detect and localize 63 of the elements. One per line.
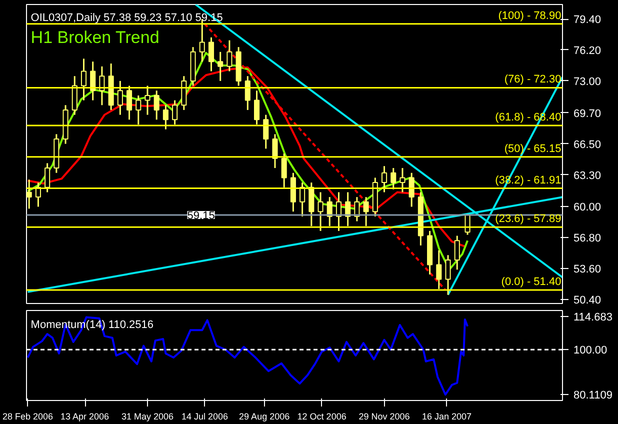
candlestick (454, 235, 460, 270)
y-tick-label: 53.60 (574, 264, 602, 276)
y-tick-label: 56.80 (574, 232, 602, 245)
candlestick (436, 250, 442, 290)
text: H1 Broken Trend (30, 28, 160, 47)
candlestick (144, 85, 150, 116)
candlestick (162, 104, 168, 130)
x-tick-label: 12 Oct 2006 (297, 412, 346, 422)
candlestick (263, 114, 269, 150)
x-tick-label: 13 Apr 2006 (60, 412, 110, 422)
y-tick-label: 60.00 (574, 202, 602, 214)
candlestick (26, 178, 32, 210)
candlestick (117, 80, 123, 116)
candlestick (300, 182, 306, 218)
candlestick (400, 167, 406, 193)
annotation: (23.6) - 57.89 (495, 213, 562, 226)
candlestick (254, 90, 260, 126)
candlestick (272, 133, 278, 169)
candlestick (208, 36, 214, 72)
candlestick (218, 51, 224, 82)
y-tick-label: 76.20 (574, 44, 602, 57)
x-tick-label: 31 May 2006 (121, 412, 174, 422)
annotation: (76) - 72.30 (504, 74, 562, 86)
candlestick (354, 196, 360, 222)
y-tick-label: 66.50 (574, 138, 602, 151)
candlestick (226, 40, 232, 72)
candlestick (318, 191, 324, 232)
y-tick-label: 114.683 (574, 311, 612, 324)
candlestick (90, 60, 96, 102)
x-tick-label: 29 Aug 2006 (239, 412, 290, 422)
candlestick (363, 196, 369, 227)
annotation: (0.0) - 51.40 (501, 276, 562, 288)
y-tick-label: 79.40 (574, 14, 602, 26)
x-tick-label: 29 Nov 2006 (358, 412, 410, 422)
candlestick (126, 85, 132, 120)
candlestick (336, 191, 342, 232)
candlestick (154, 90, 160, 120)
candlestick (136, 94, 142, 126)
candlestick (408, 172, 414, 208)
candlestick (281, 152, 287, 188)
candlestick (445, 254, 451, 296)
y-tick-label: 63.30 (574, 170, 602, 182)
annotation: (100) - 78.90 (498, 10, 562, 22)
x-tick-label: 28 Feb 2006 (2, 412, 54, 422)
candlestick (80, 58, 87, 102)
x-tick-label: 16 Jan 2007 (422, 412, 472, 422)
candlestick (44, 162, 50, 193)
candlestick (99, 66, 105, 106)
y-tick-label: 50.40 (574, 294, 602, 307)
candlestick (381, 165, 388, 193)
candlestick (172, 100, 178, 126)
candlestick (326, 196, 332, 227)
y-tick-label: 100.00 (574, 344, 608, 357)
y-tick-label: 69.70 (574, 108, 602, 120)
x-tick-label: 14 Jul 2006 (181, 412, 228, 422)
y-tick-label: 73.00 (574, 76, 602, 88)
candlestick (345, 191, 351, 227)
candlestick (390, 167, 396, 190)
candlestick (244, 75, 250, 111)
line-series (26, 316, 469, 396)
y-tick-label: 80.1109 (574, 390, 612, 402)
annotation: (50) - 65.15 (504, 142, 562, 155)
ref-line-label: 59.15 (187, 210, 215, 222)
